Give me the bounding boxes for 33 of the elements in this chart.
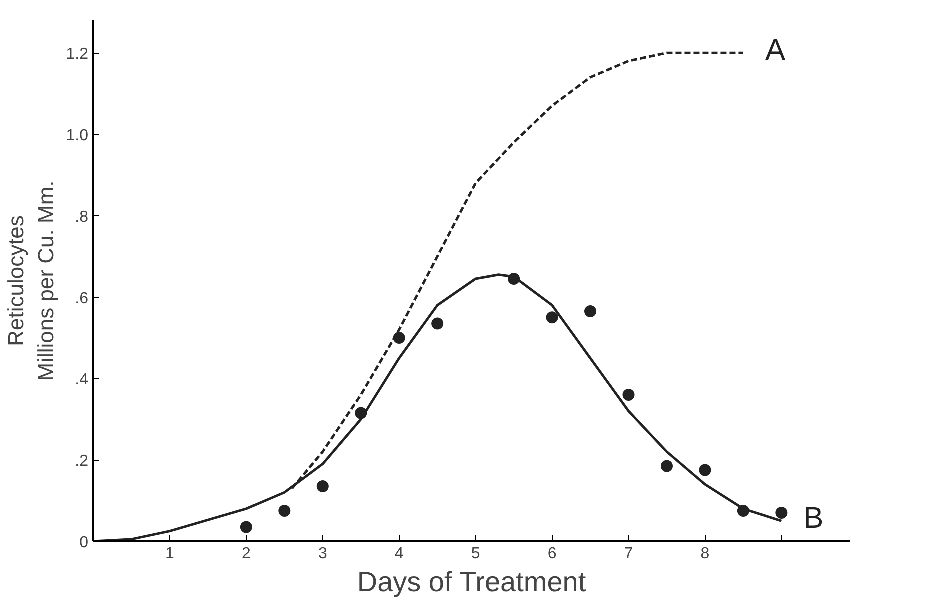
point [660,460,673,472]
x-tick-label: 6 [548,546,557,562]
point [355,407,368,420]
point [622,388,635,401]
x-tick-label: 1 [166,546,175,562]
point [240,521,252,534]
y-axis-title: Reticulocytes Millions per Cu. Mm. [3,180,58,382]
y-tick-label: .2 [75,453,89,470]
y-tick-label: .6 [75,290,89,308]
point [432,318,444,330]
x-tick-label: 5 [471,546,480,562]
series-label: A [765,34,786,68]
x-tick-label: 4 [394,546,404,562]
y-tick-label: .4 [75,372,89,389]
x-tick-label: 2 [242,546,251,562]
x-tick-label: 8 [700,546,710,562]
y-tick-label: 1.0 [66,127,89,144]
y-tick-label: 1.2 [66,46,89,64]
point [393,332,406,344]
x-tick-label: 7 [624,546,634,562]
x-axis-title: Days of Treatment [357,566,586,598]
point [737,504,750,517]
point [584,306,597,318]
x-tick-label: 3 [318,546,328,562]
point [699,464,712,476]
y-tick-label: 0 [80,534,89,552]
point [316,480,329,493]
point [776,507,788,519]
point [546,312,558,324]
series-label: B [804,502,824,536]
point [508,272,520,285]
y-tick-label: .8 [75,208,89,226]
point [278,504,291,517]
